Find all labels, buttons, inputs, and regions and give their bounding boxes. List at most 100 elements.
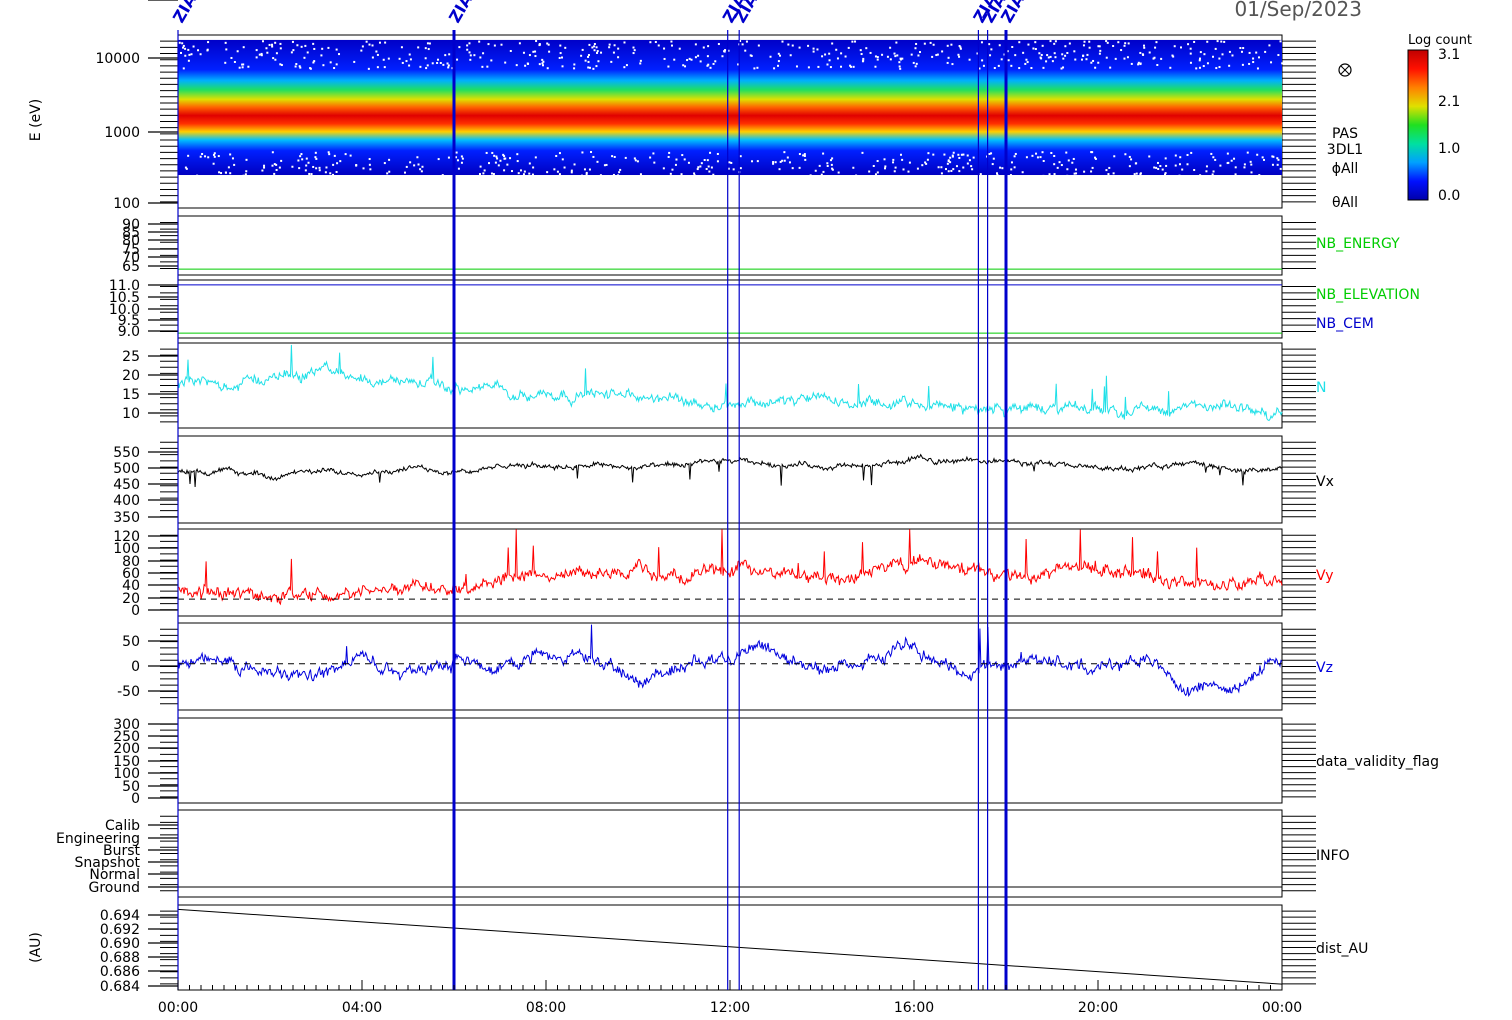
spectrogram-speckle [581, 48, 584, 51]
spectrogram-speckle [1240, 50, 1243, 53]
spectrogram-speckle [361, 45, 364, 48]
spectrogram-speckle [981, 59, 984, 62]
spectrogram-speckle [663, 47, 666, 50]
spectrogram-speckle [308, 172, 311, 175]
spectrogram-speckle [1097, 45, 1100, 48]
panel-frame [177, 435, 1283, 524]
spectrogram-speckle [803, 154, 806, 157]
spectrogram-speckle [509, 157, 512, 160]
spectrogram-speckle [1139, 63, 1142, 66]
spectrogram-speckle [617, 47, 620, 50]
spectrogram-speckle [662, 167, 665, 170]
spectrogram-speckle [416, 156, 419, 159]
spectrogram-speckle [469, 54, 472, 57]
spectrogram-speckle [522, 173, 525, 176]
spectrogram-speckle [559, 52, 562, 55]
spectrogram-speckle [182, 44, 185, 47]
spectrogram-speckle [850, 65, 853, 68]
spectrogram-speckle [600, 51, 603, 54]
spectrogram-speckle [706, 64, 709, 67]
spectrogram-speckle [522, 51, 525, 54]
spectrogram-speckle [301, 158, 304, 161]
spectrogram-speckle [950, 43, 953, 46]
spectrogram-speckle [993, 67, 996, 70]
spectrogram-speckle [528, 54, 531, 57]
spectrogram-speckle [929, 41, 932, 44]
spectrogram-speckle [325, 166, 328, 169]
spectrogram-speckle [274, 41, 277, 44]
spectrogram-speckle [204, 155, 207, 158]
spectrogram-speckle [596, 51, 599, 54]
spectrogram-speckle [868, 170, 871, 173]
spectrogram-speckle [1154, 46, 1157, 49]
spectrogram-speckle [478, 40, 481, 43]
spectrogram-speckle [1202, 65, 1205, 68]
spectrogram-speckle [244, 173, 247, 176]
spectrogram-speckle [1066, 168, 1069, 171]
spectrogram-speckle [814, 169, 817, 172]
spectrogram-speckle [968, 159, 971, 162]
spectrogram-speckle [1112, 172, 1115, 175]
spectrogram-speckle [728, 161, 731, 164]
spectrogram-speckle [473, 54, 476, 57]
spectrogram-speckle [541, 58, 544, 61]
spectrogram-speckle [296, 44, 299, 47]
spectrogram-speckle [613, 44, 616, 47]
spectrogram-speckle [831, 157, 834, 160]
y-tick-label: 0.692 [100, 922, 140, 938]
spectrogram-speckle [1178, 163, 1181, 166]
series-line [177, 908, 1283, 985]
spectrogram-speckle [947, 160, 950, 163]
panel-density: 25 20 15 10 N [122, 342, 1326, 429]
spectrogram-speckle [1010, 168, 1013, 171]
spectrogram-speckle [1112, 45, 1115, 48]
spectrogram-speckle [275, 163, 278, 166]
spectrogram-speckle [532, 166, 535, 169]
spectrogram-speckle [623, 41, 626, 44]
spectrogram-speckle [1242, 47, 1245, 50]
y-tick-label: 10.0 [109, 302, 140, 318]
spectrogram-speckle [424, 57, 427, 60]
spectrogram-speckle [610, 60, 613, 63]
spectrogram-speckle [224, 41, 227, 44]
spectrogram-speckle [299, 66, 302, 69]
spectrogram-speckle [312, 42, 315, 45]
spectrogram-speckle [315, 157, 318, 160]
spectrogram-speckle [916, 167, 919, 170]
spectrogram-speckle [535, 40, 538, 43]
spectrogram-speckle [335, 63, 338, 66]
spectrogram-speckle [1172, 55, 1175, 58]
spectrogram-speckle [542, 60, 545, 63]
spectrogram-speckle [1082, 54, 1085, 57]
spectrogram-speckle [935, 54, 938, 57]
panel-vz: 50 0 -50 Vz [117, 622, 1333, 711]
spectrogram-speckle [1090, 61, 1093, 64]
spectrogram-speckle [280, 159, 283, 162]
spectrogram-speckle [497, 164, 500, 167]
y-tick-label: 150 [113, 754, 140, 770]
spectrogram-speckle [426, 42, 429, 45]
spectrogram-speckle [612, 51, 615, 54]
spectrogram-speckle [1255, 51, 1258, 54]
spectrogram-speckle [1272, 155, 1275, 158]
spectrogram-speckle [573, 163, 576, 166]
spectrogram-speckle [447, 64, 450, 67]
spectrogram-speckle [229, 153, 232, 156]
series-line [177, 624, 1283, 698]
y-tick-label: 70 [122, 250, 140, 266]
spectrogram-speckle [693, 174, 696, 177]
spectrogram-speckle [371, 44, 374, 47]
spectrogram-speckle [528, 172, 531, 175]
spectrogram-speckle [1257, 56, 1260, 59]
spectrogram-speckle [199, 155, 202, 158]
spectrogram-speckle [558, 173, 561, 176]
spectrogram-speckle [338, 53, 341, 56]
spectrogram-speckle [696, 168, 699, 171]
panel-frame [177, 717, 1283, 804]
spectrogram-speckle [831, 42, 834, 45]
spectrogram-speckle [1009, 174, 1012, 177]
spectrogram-speckle [1143, 46, 1146, 49]
spectrogram-speckle [1074, 168, 1077, 171]
spectrogram-speckle [772, 162, 775, 165]
spectrogram-speckle [309, 67, 312, 70]
